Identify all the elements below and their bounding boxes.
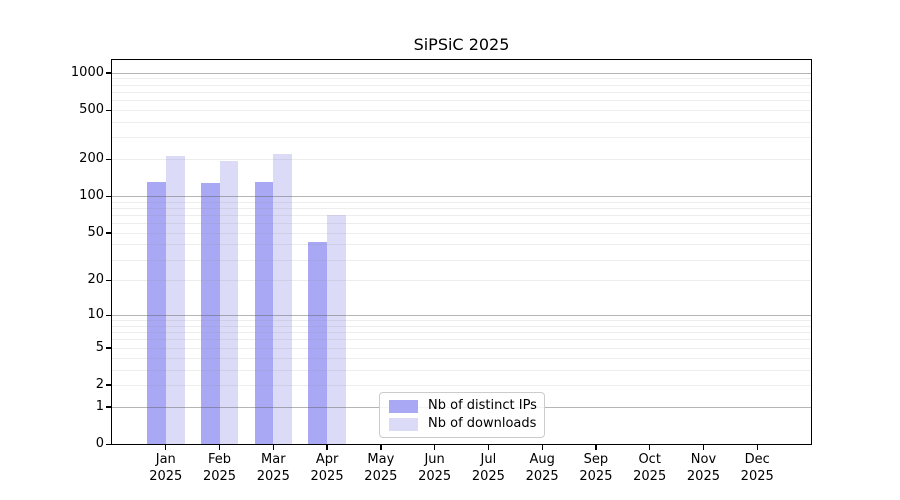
x-tick xyxy=(380,445,382,450)
legend-item: Nb of distinct IPs xyxy=(389,398,537,414)
x-tick-label: Aug 2025 xyxy=(525,452,559,484)
x-tick-label: Feb 2025 xyxy=(202,452,237,484)
gridline-minor xyxy=(112,369,811,371)
gridline-minor xyxy=(112,259,811,261)
x-tick-label: Mar 2025 xyxy=(256,452,290,484)
gridline-minor xyxy=(112,159,811,161)
x-tick xyxy=(541,445,543,450)
gridline-minor xyxy=(112,232,811,234)
y-tick-label: 500 xyxy=(79,102,104,117)
x-tick xyxy=(165,445,167,450)
gridline-minor xyxy=(112,244,811,246)
bar-distinct-ips xyxy=(146,181,166,444)
gridline-minor xyxy=(112,91,811,93)
y-tick xyxy=(106,314,111,316)
gridline-minor xyxy=(112,357,811,359)
y-tick-label: 100 xyxy=(79,188,104,204)
y-tick xyxy=(106,72,111,74)
y-tick xyxy=(106,195,111,197)
x-tick-label: Jul 2025 xyxy=(471,452,505,484)
gridline-minor xyxy=(112,121,811,123)
gridline-minor xyxy=(112,207,811,209)
legend-label-distinct-ips: Nb of distinct IPs xyxy=(428,398,537,413)
gridline-minor xyxy=(112,137,811,139)
gridline-minor xyxy=(112,84,811,86)
y-tick xyxy=(106,443,111,445)
y-tick-label: 20 xyxy=(87,272,104,288)
y-tick-label: 1000 xyxy=(70,64,104,80)
x-tick-label: Jan 2025 xyxy=(149,452,183,484)
y-tick xyxy=(106,279,111,282)
y-tick xyxy=(106,232,111,234)
bar-downloads xyxy=(219,160,239,444)
chart-title: SiPSiC 2025 xyxy=(413,35,510,54)
x-tick-label: Oct 2025 xyxy=(633,452,667,484)
gridline-minor xyxy=(112,347,811,349)
y-tick-label: 0 xyxy=(95,436,104,451)
legend: Nb of distinct IPs Nb of downloads xyxy=(379,392,545,438)
gridline-minor xyxy=(112,332,811,334)
x-tick xyxy=(702,445,705,450)
x-tick xyxy=(649,445,651,450)
y-tick xyxy=(106,406,111,408)
gridline-major xyxy=(112,72,811,74)
gridline-minor xyxy=(112,384,811,386)
x-tick xyxy=(756,445,758,450)
legend-swatch-distinct-ips-icon xyxy=(389,399,418,413)
gridline-minor xyxy=(112,320,811,322)
gridline-minor xyxy=(112,100,811,102)
gridline-major xyxy=(112,315,811,317)
x-tick xyxy=(218,445,221,450)
gridline-minor xyxy=(112,280,811,282)
gridline-minor xyxy=(112,223,811,225)
y-tick xyxy=(106,384,111,386)
y-tick-label: 2 xyxy=(95,376,104,392)
x-tick-label: Jun 2025 xyxy=(418,452,452,484)
gridline-minor xyxy=(112,339,811,341)
bar-downloads xyxy=(327,214,346,444)
x-tick xyxy=(326,445,328,450)
y-tick-label: 200 xyxy=(79,151,104,167)
gridline-minor xyxy=(112,78,811,80)
legend-label-downloads: Nb of downloads xyxy=(428,416,537,431)
x-tick xyxy=(272,445,274,450)
y-tick xyxy=(106,347,111,349)
gridline-minor xyxy=(112,110,811,111)
x-tick-label: May 2025 xyxy=(364,452,398,484)
y-tick-label: 1 xyxy=(95,398,104,414)
gridline-major xyxy=(112,196,811,198)
gridline-minor xyxy=(112,214,811,216)
y-tick xyxy=(106,109,111,111)
y-tick xyxy=(106,158,111,160)
x-tick xyxy=(434,445,436,450)
plot-area xyxy=(112,60,811,444)
x-tick xyxy=(487,445,490,450)
legend-swatch-downloads-icon xyxy=(389,417,418,431)
bar-downloads xyxy=(273,153,293,444)
gridline-minor xyxy=(112,201,811,203)
bar-distinct-ips xyxy=(254,182,274,444)
x-tick-label: Dec 2025 xyxy=(740,452,774,484)
legend-item: Nb of downloads xyxy=(389,416,537,432)
y-tick-label: 50 xyxy=(87,224,104,240)
y-tick-label: 5 xyxy=(95,339,104,355)
x-tick-label: Nov 2025 xyxy=(686,452,720,484)
y-tick-label: 10 xyxy=(87,307,104,323)
x-tick-label: Apr 2025 xyxy=(310,452,344,484)
bar-distinct-ips xyxy=(200,182,220,444)
x-tick-label: Sep 2025 xyxy=(579,452,613,484)
gridline-minor xyxy=(112,325,811,327)
bar-downloads xyxy=(165,156,185,444)
x-tick xyxy=(595,445,597,450)
bar-distinct-ips xyxy=(308,241,328,444)
